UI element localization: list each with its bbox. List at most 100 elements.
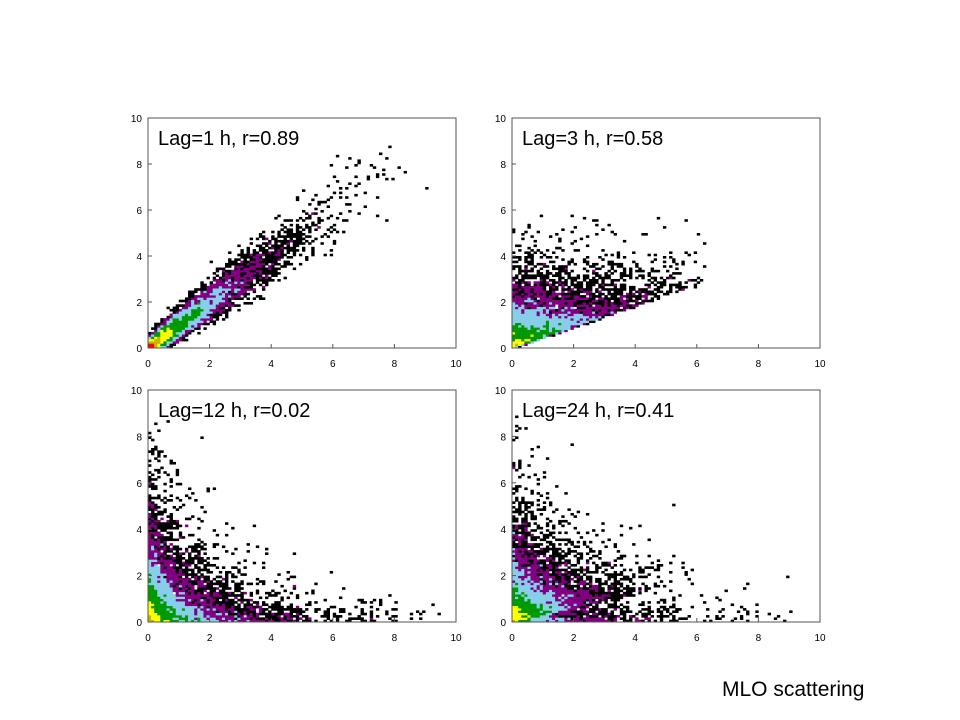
density-cell: [237, 262, 241, 266]
density-cell: [601, 228, 605, 231]
density-cell: [613, 582, 618, 586]
density-cell: [178, 603, 183, 607]
density-cell: [206, 568, 210, 572]
density-cell: [595, 233, 599, 236]
density-cell: [570, 292, 574, 296]
density-cell: [197, 517, 201, 521]
density-cell: [527, 313, 531, 317]
density-cell: [567, 617, 571, 620]
density-cell: [240, 582, 244, 586]
density-cell: [635, 619, 639, 623]
density-cell: [191, 320, 195, 323]
density-cell: [672, 615, 676, 618]
density-cell: [157, 452, 161, 456]
density-cell: [527, 594, 531, 597]
density-cell: [388, 617, 392, 620]
density-cell: [157, 468, 161, 472]
density-cell: [607, 311, 611, 314]
density-cell: [261, 258, 266, 261]
density-cell: [148, 538, 152, 542]
density-cell: [527, 564, 531, 567]
density-cell: [151, 584, 155, 588]
density-cell: [607, 276, 611, 280]
density-cell: [555, 580, 559, 583]
density-cell: [218, 304, 223, 307]
density-cell: [524, 274, 528, 277]
density-cell: [521, 338, 525, 342]
density-cell: [718, 617, 722, 620]
density-cell: [329, 249, 334, 252]
density-cell: [354, 175, 358, 179]
density-cell: [206, 598, 210, 602]
density-cell: [160, 603, 164, 607]
density-cell: [518, 249, 522, 252]
density-cell: [650, 292, 654, 296]
density-cell: [206, 318, 210, 321]
density-cell: [354, 184, 358, 188]
density-cell: [181, 610, 186, 614]
density-cell: [178, 598, 183, 602]
density-cell: [607, 538, 611, 542]
density-cell: [261, 265, 266, 268]
density-cell: [545, 272, 550, 275]
density-cell: [638, 610, 642, 614]
density-cell: [181, 329, 186, 333]
density-cell: [295, 615, 300, 618]
density-cell: [206, 603, 210, 607]
density-cell: [564, 308, 568, 312]
density-cell: [181, 304, 186, 307]
density-cell: [675, 283, 679, 287]
density-cell: [527, 299, 531, 303]
density-cell: [184, 610, 189, 614]
density-cell: [181, 584, 186, 588]
density-cell: [548, 610, 553, 614]
density-cell: [151, 580, 155, 583]
density-cell: [172, 329, 177, 333]
density-cell: [545, 601, 550, 604]
density-cell: [558, 552, 562, 556]
density-cell: [320, 615, 324, 618]
density-cell: [178, 315, 183, 319]
density-cell: [148, 580, 152, 583]
density-cell: [271, 253, 275, 257]
y-tick-label: 8: [136, 432, 142, 443]
density-cell: [221, 594, 226, 597]
density-cell: [521, 295, 525, 298]
density-cell: [243, 573, 247, 576]
density-cell: [181, 605, 186, 609]
density-cell: [555, 318, 559, 321]
density-cell: [203, 580, 207, 583]
density-cell: [249, 267, 254, 271]
density-cell: [598, 315, 602, 319]
density-cell: [653, 584, 658, 588]
density-cell: [268, 258, 272, 261]
density-cell: [320, 200, 324, 204]
density-cell: [696, 233, 701, 236]
density-cell: [582, 594, 587, 597]
density-cell: [271, 262, 275, 266]
density-cell: [743, 608, 747, 611]
density-cell: [184, 564, 189, 567]
density-cell: [298, 612, 303, 616]
density-cell: [283, 265, 287, 268]
density-cell: [518, 315, 522, 319]
density-cell: [629, 580, 633, 583]
density-cell: [237, 615, 241, 618]
density-cell: [558, 281, 562, 284]
density-cell: [653, 253, 658, 257]
density-cell: [160, 580, 164, 583]
density-cell: [561, 538, 565, 542]
density-cell: [237, 258, 241, 261]
density-cell: [552, 295, 556, 298]
density-cell: [237, 265, 241, 268]
density-cell: [576, 288, 581, 291]
density-cell: [369, 601, 374, 604]
density-cell: [215, 533, 220, 537]
density-cell: [536, 320, 541, 323]
density-cell: [512, 251, 516, 254]
density-cell: [515, 552, 519, 556]
density-cell: [548, 519, 553, 523]
density-cell: [258, 274, 263, 277]
density-cell: [298, 242, 303, 245]
density-cell: [542, 552, 547, 556]
